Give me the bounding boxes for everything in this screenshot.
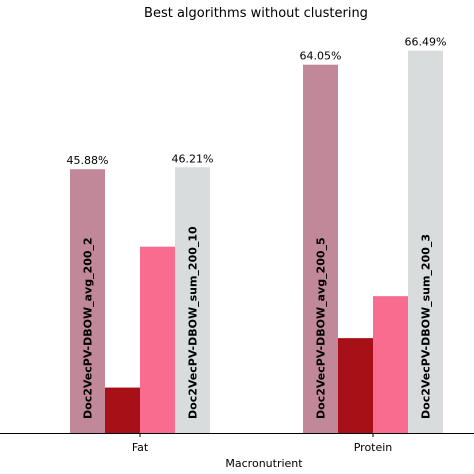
bar-protein-1 (303, 64, 338, 434)
bar-protein-4 (408, 50, 443, 434)
bar-name-label: Doc2VecPV-DBOW_sum_200_3 (420, 234, 433, 419)
x-tick-label: Protein (354, 441, 393, 454)
data-label: 45.88% (67, 154, 109, 167)
bar-protein-3 (373, 296, 408, 433)
bar-fat-3 (140, 246, 175, 433)
x-axis-ticks: Fat Protein (132, 433, 392, 454)
plot-area: 45.88% Doc2VecPV-DBOW_avg_200_2 46.21% Doc2… (67, 36, 447, 434)
data-label: 66.49% (405, 36, 447, 49)
data-label: 64.05% (300, 50, 342, 63)
bar-fat-2 (105, 387, 140, 433)
x-tick-label: Fat (132, 441, 149, 454)
bar-protein-2 (338, 338, 373, 433)
chart-title: Best algorithms without clustering (144, 6, 368, 21)
bar-name-label: Doc2VecPV-DBOW_avg_200_2 (82, 237, 95, 419)
bar-name-label: Doc2VecPV-DBOW_avg_200_5 (315, 237, 328, 419)
bar-fat-1 (70, 169, 105, 433)
data-label: 46.21% (172, 152, 214, 165)
x-axis-label: Macronutrient (225, 457, 303, 470)
bar-fat-4 (175, 167, 210, 434)
bar-name-label: Doc2VecPV-DBOW_sum_200_10 (187, 226, 200, 419)
